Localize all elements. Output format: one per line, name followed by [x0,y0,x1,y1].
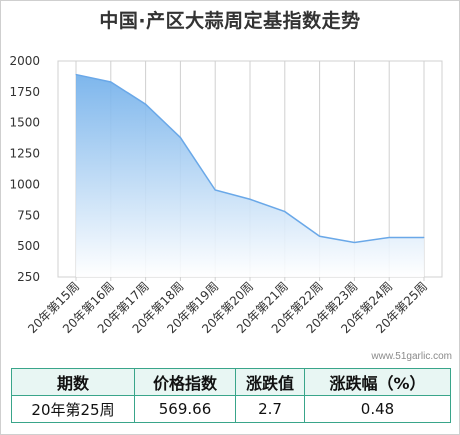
chart-title: 中国·产区大蒜周定基指数走势 [99,10,361,32]
area-fill [76,74,424,277]
area-chart: 250 500 750 1000 1250 1500 1750 2000 20年第15周20年… [9,54,443,336]
data-point [75,74,77,76]
cell-period: 20年第25周 [11,395,135,423]
y-tick-label: 1750 [9,85,40,99]
table-header-row: 期数 价格指数 涨跌值 涨跌幅（%） [11,368,451,396]
index-table: 期数 价格指数 涨跌值 涨跌幅（%） 20年第25周 569.66 2.7 0.… [11,368,451,423]
x-axis-ticks: 20年第15周20年第16周20年第17周20年第18周20年第19周20年第2… [25,279,430,336]
data-point [319,235,321,237]
data-point [353,241,355,243]
data-point [110,81,112,83]
table-row: 20年第25周 569.66 2.7 0.48 [11,395,451,423]
data-point [179,137,181,139]
y-tick-label: 250 [17,270,40,284]
header-period: 期数 [11,368,135,396]
y-tick-label: 500 [17,239,40,253]
area-series [75,73,425,277]
cell-change-value: 2.7 [235,395,305,423]
watermark: www.51garlic.com [371,351,452,362]
data-point [249,198,251,200]
y-tick-label: 750 [17,208,40,222]
header-price-index: 价格指数 [134,368,236,396]
cell-change-percent: 0.48 [304,395,451,423]
header-change-percent: 涨跌幅（%） [304,368,451,396]
data-point [214,189,216,191]
data-point [388,237,390,239]
data-point [423,237,425,239]
y-axis-ticks: 250 500 750 1000 1250 1500 1750 2000 [9,54,40,284]
header-change-value: 涨跌值 [235,368,305,396]
y-tick-label: 1250 [9,147,40,161]
y-tick-label: 1000 [9,177,40,191]
data-point [145,103,147,105]
cell-price-index: 569.66 [134,395,236,423]
y-tick-label: 2000 [9,54,40,68]
y-tick-label: 1500 [9,116,40,130]
data-point [284,211,286,213]
